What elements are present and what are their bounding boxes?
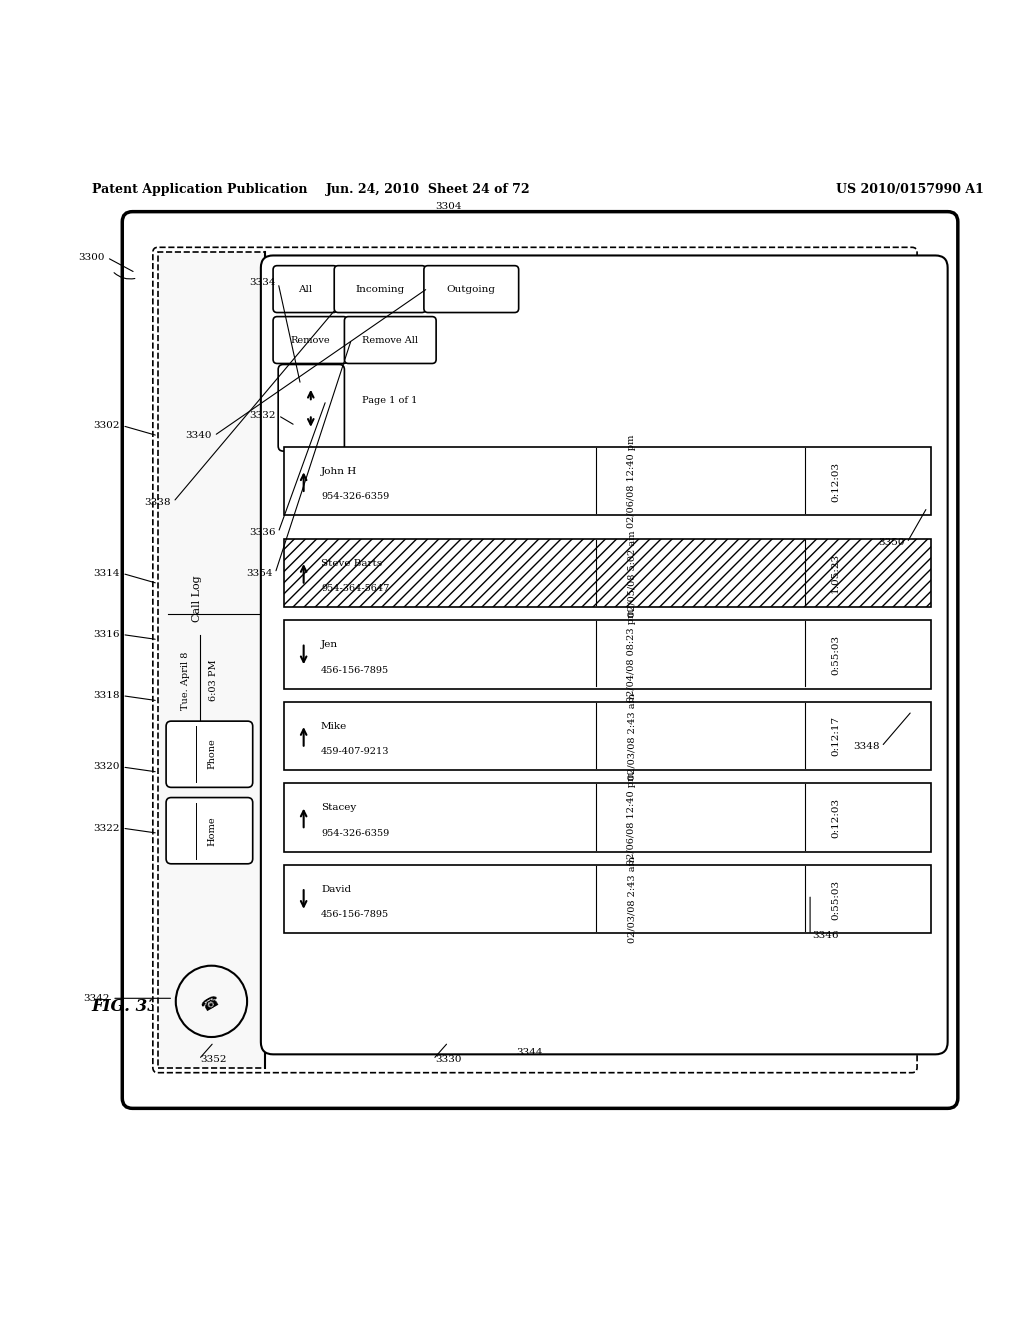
Text: 3350: 3350 — [879, 539, 905, 548]
Text: Remove All: Remove All — [362, 335, 418, 345]
Text: 3342: 3342 — [84, 994, 110, 1003]
Text: 954-326-6359: 954-326-6359 — [321, 829, 389, 838]
Text: 456-156-7895: 456-156-7895 — [321, 911, 389, 919]
Text: All: All — [298, 285, 312, 293]
Text: 02/06/08 12:40 pm: 02/06/08 12:40 pm — [628, 436, 636, 528]
Bar — [285, 447, 932, 515]
Text: John H: John H — [321, 467, 357, 477]
Text: Mike: Mike — [321, 722, 347, 731]
Text: US 2010/0157990 A1: US 2010/0157990 A1 — [836, 182, 983, 195]
Text: 3322: 3322 — [94, 824, 120, 833]
Bar — [158, 252, 265, 1068]
Text: Remove: Remove — [291, 335, 330, 345]
Text: Outgoing: Outgoing — [446, 285, 496, 293]
Text: 3354: 3354 — [247, 569, 273, 578]
Text: Phone: Phone — [207, 738, 216, 770]
Text: 0:12:03: 0:12:03 — [831, 797, 840, 838]
FancyBboxPatch shape — [424, 265, 519, 313]
FancyBboxPatch shape — [334, 265, 426, 313]
Bar — [285, 539, 932, 607]
Bar — [285, 702, 932, 770]
Text: 3300: 3300 — [79, 253, 104, 261]
FancyBboxPatch shape — [166, 721, 253, 787]
Text: 3304: 3304 — [435, 202, 462, 211]
Text: Home: Home — [207, 816, 216, 846]
Text: 456-156-7895: 456-156-7895 — [321, 665, 389, 675]
Text: Jen: Jen — [321, 640, 338, 649]
Bar — [285, 865, 932, 933]
Text: 459-407-9213: 459-407-9213 — [321, 747, 389, 756]
Text: 02/03/08 2:43 am: 02/03/08 2:43 am — [628, 857, 636, 942]
Text: 3346: 3346 — [812, 931, 839, 940]
Text: 3348: 3348 — [853, 742, 880, 751]
Text: 0:55:03: 0:55:03 — [831, 635, 840, 675]
Text: 3314: 3314 — [94, 569, 120, 578]
Text: Stacey: Stacey — [321, 804, 356, 812]
Text: 3344: 3344 — [517, 1048, 543, 1057]
Text: 3340: 3340 — [185, 432, 212, 441]
FancyBboxPatch shape — [166, 797, 253, 863]
Text: 954-364-5647: 954-364-5647 — [321, 585, 389, 593]
Text: Jun. 24, 2010  Sheet 24 of 72: Jun. 24, 2010 Sheet 24 of 72 — [326, 182, 530, 195]
Text: Tue. April 8: Tue. April 8 — [181, 651, 190, 710]
FancyBboxPatch shape — [273, 317, 347, 363]
Text: 02/05/08 5:02 am: 02/05/08 5:02 am — [628, 531, 636, 616]
Text: 3332: 3332 — [250, 411, 276, 420]
Text: 3316: 3316 — [94, 630, 120, 639]
Text: Steve Barts: Steve Barts — [321, 558, 382, 568]
Text: Call Log: Call Log — [191, 576, 202, 622]
Text: 1:05:23: 1:05:23 — [831, 553, 840, 594]
Text: 3318: 3318 — [94, 692, 120, 700]
Text: 954-326-6359: 954-326-6359 — [321, 492, 389, 502]
Text: Page 1 of 1: Page 1 of 1 — [361, 396, 417, 405]
FancyBboxPatch shape — [261, 256, 947, 1055]
FancyBboxPatch shape — [279, 364, 344, 451]
Text: 3334: 3334 — [250, 279, 276, 288]
FancyBboxPatch shape — [273, 265, 337, 313]
Text: 02/04/08 08:23 pm: 02/04/08 08:23 pm — [628, 609, 636, 702]
Text: 3352: 3352 — [201, 1055, 227, 1064]
Text: Patent Application Publication: Patent Application Publication — [92, 182, 307, 195]
Text: 3330: 3330 — [435, 1055, 462, 1064]
Text: 02/03/08 2:43 am: 02/03/08 2:43 am — [628, 693, 636, 780]
Text: 0:55:03: 0:55:03 — [831, 879, 840, 920]
FancyBboxPatch shape — [122, 211, 957, 1109]
Bar — [285, 783, 932, 851]
Text: 6:03 PM: 6:03 PM — [210, 660, 218, 701]
Text: ☎: ☎ — [200, 993, 223, 1015]
Text: 3302: 3302 — [94, 421, 120, 430]
Text: 02/06/08 12:40 pm: 02/06/08 12:40 pm — [628, 771, 636, 865]
Text: 3336: 3336 — [250, 528, 276, 537]
Text: David: David — [321, 884, 351, 894]
FancyBboxPatch shape — [153, 247, 918, 1073]
FancyBboxPatch shape — [344, 317, 436, 363]
Bar — [285, 620, 932, 689]
Text: 0:12:03: 0:12:03 — [831, 462, 840, 502]
Text: 3320: 3320 — [94, 763, 120, 771]
Text: 3338: 3338 — [144, 498, 171, 507]
Text: Incoming: Incoming — [355, 285, 404, 293]
Text: FIG. 33: FIG. 33 — [92, 998, 160, 1015]
Text: 0:12:17: 0:12:17 — [831, 717, 840, 756]
